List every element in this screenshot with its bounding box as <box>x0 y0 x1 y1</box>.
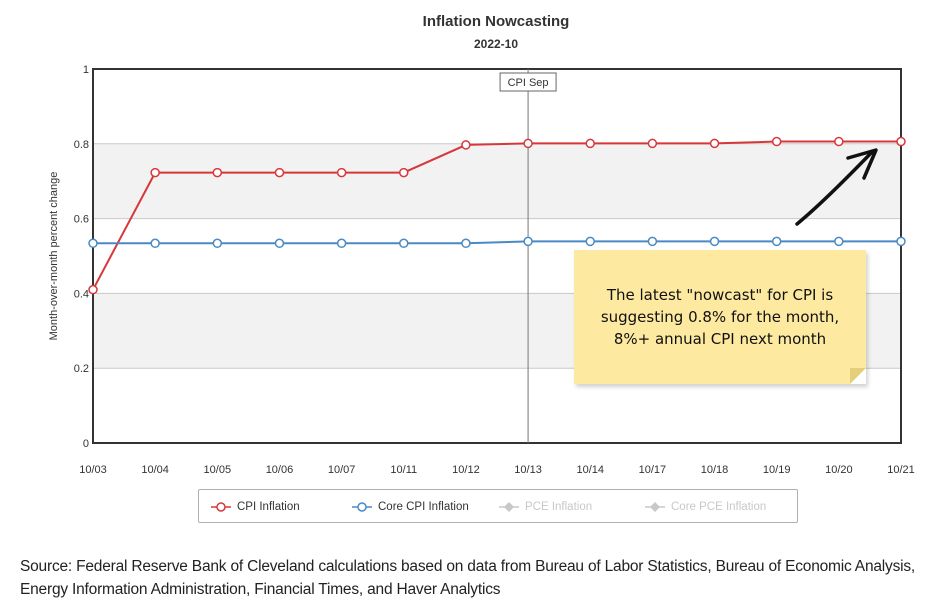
core-cpi-inflation-point <box>647 236 658 247</box>
cpi-inflation-point <box>274 167 285 178</box>
y-tick-label: 0.6 <box>74 214 89 226</box>
core-cpi-inflation-point <box>88 238 98 249</box>
plot-band <box>93 143 901 219</box>
chart-title: Inflation Nowcasting <box>423 13 570 30</box>
sticky-note-annotation: The latest "nowcast" for CPI is suggesti… <box>574 250 866 384</box>
y-tick-label: 0.8 <box>74 139 89 151</box>
x-tick-label: 10/11 <box>390 464 417 476</box>
arrow-annotation <box>795 148 878 226</box>
core-cpi-inflation-point <box>336 238 347 249</box>
x-tick-label: 10/14 <box>576 464 604 476</box>
core-cpi-inflation-point <box>523 236 533 247</box>
note-corner-fold <box>850 368 866 384</box>
cpi-sep-label-box <box>499 72 557 92</box>
plot-bands <box>93 69 901 443</box>
x-tick-label: 10/12 <box>452 464 480 476</box>
x-tick-label: 10/17 <box>639 464 667 476</box>
x-tick-label: 10/13 <box>514 464 542 476</box>
cpi-sep-marker: CPI Sep <box>499 69 557 443</box>
y-axis-ticks: 0 0.2 0.4 0.6 0.8 1 <box>74 64 89 450</box>
core-cpi-inflation-point <box>274 238 285 249</box>
core-cpi-inflation-point <box>150 238 160 249</box>
x-tick-label: 10/21 <box>887 464 915 476</box>
series-layer <box>88 136 906 295</box>
chart-subtitle: 2022-10 <box>474 37 518 51</box>
x-tick-label: 10/18 <box>701 464 729 476</box>
x-tick-label: 10/05 <box>204 464 232 476</box>
y-tick-label: 1 <box>83 64 89 76</box>
chart-legend: CPI Inflation Core CPI Inflation PCE Inf… <box>198 489 798 523</box>
legend-core-pce-marker-icon <box>645 502 665 512</box>
legend-core-cpi-label: Core CPI Inflation <box>378 501 469 513</box>
cpi-inflation-point <box>585 138 595 149</box>
legend-core-pce-label: Core PCE Inflation <box>671 501 767 513</box>
inflation-nowcasting-chart: Inflation Nowcasting 2022-10 00.20.40.60… <box>48 13 915 476</box>
plot-band <box>93 69 901 144</box>
cpi-inflation-point <box>88 284 98 295</box>
y-axis-label: Month-over-month percent change <box>48 172 60 341</box>
legend-pce-label: PCE Inflation <box>525 501 593 513</box>
core-cpi-inflation-point <box>896 236 906 247</box>
core-cpi-inflation-point <box>461 238 471 249</box>
source-citation: Source: Federal Reserve Bank of Clevelan… <box>20 558 916 598</box>
legend-item-core-pce[interactable]: Core PCE Inflation <box>645 490 766 524</box>
note-text: The latest "nowcast" for CPI is suggesti… <box>600 286 840 348</box>
cpi-inflation-point <box>399 167 409 178</box>
cpi-inflation-point <box>336 167 347 178</box>
x-tick-label: 10/07 <box>328 464 356 476</box>
cpi-inflation-point <box>771 136 782 147</box>
cpi-inflation-line <box>92 140 901 291</box>
legend-item-pce[interactable]: PCE Inflation <box>499 490 592 524</box>
x-tick-label: 10/03 <box>79 464 107 476</box>
legend-core-cpi-marker-icon <box>352 502 372 512</box>
core-cpi-inflation-point <box>834 236 844 247</box>
core-cpi-inflation-line <box>93 240 901 245</box>
y-tick-label: 0.2 <box>74 363 89 375</box>
cpi-inflation-point <box>709 138 720 149</box>
cpi-inflation-point <box>896 136 906 147</box>
cpi-sep-label: CPI Sep <box>508 77 549 89</box>
x-tick-label: 10/19 <box>763 464 791 476</box>
cpi-inflation-point <box>461 140 471 150</box>
legend-cpi-label: CPI Inflation <box>237 501 300 513</box>
core-cpi-inflation-point <box>399 238 409 249</box>
x-tick-label: 10/04 <box>141 464 169 476</box>
legend-item-core-cpi[interactable]: Core CPI Inflation <box>352 490 469 524</box>
y-tick-label: 0 <box>83 438 89 450</box>
y-tick-label: 0.4 <box>74 288 89 300</box>
core-cpi-inflation-point <box>212 238 223 249</box>
cpi-inflation-point <box>834 136 844 147</box>
cpi-inflation-point <box>647 138 658 149</box>
core-cpi-inflation-point <box>771 236 782 247</box>
legend-item-cpi[interactable]: CPI Inflation <box>211 490 300 524</box>
x-tick-label: 10/06 <box>266 464 294 476</box>
cpi-inflation-point <box>150 167 160 178</box>
cpi-inflation-point <box>212 167 223 178</box>
x-tick-label: 10/20 <box>825 464 853 476</box>
core-cpi-inflation-point <box>709 236 720 247</box>
x-axis-ticks: 10/03 10/04 10/05 10/06 10/07 10/11 10/12 10/13… <box>79 464 915 476</box>
core-cpi-inflation-point <box>585 236 595 247</box>
legend-cpi-marker-icon <box>211 502 231 512</box>
legend-pce-marker-icon <box>499 502 519 512</box>
cpi-inflation-point <box>523 138 533 149</box>
plot-frame <box>92 68 902 444</box>
